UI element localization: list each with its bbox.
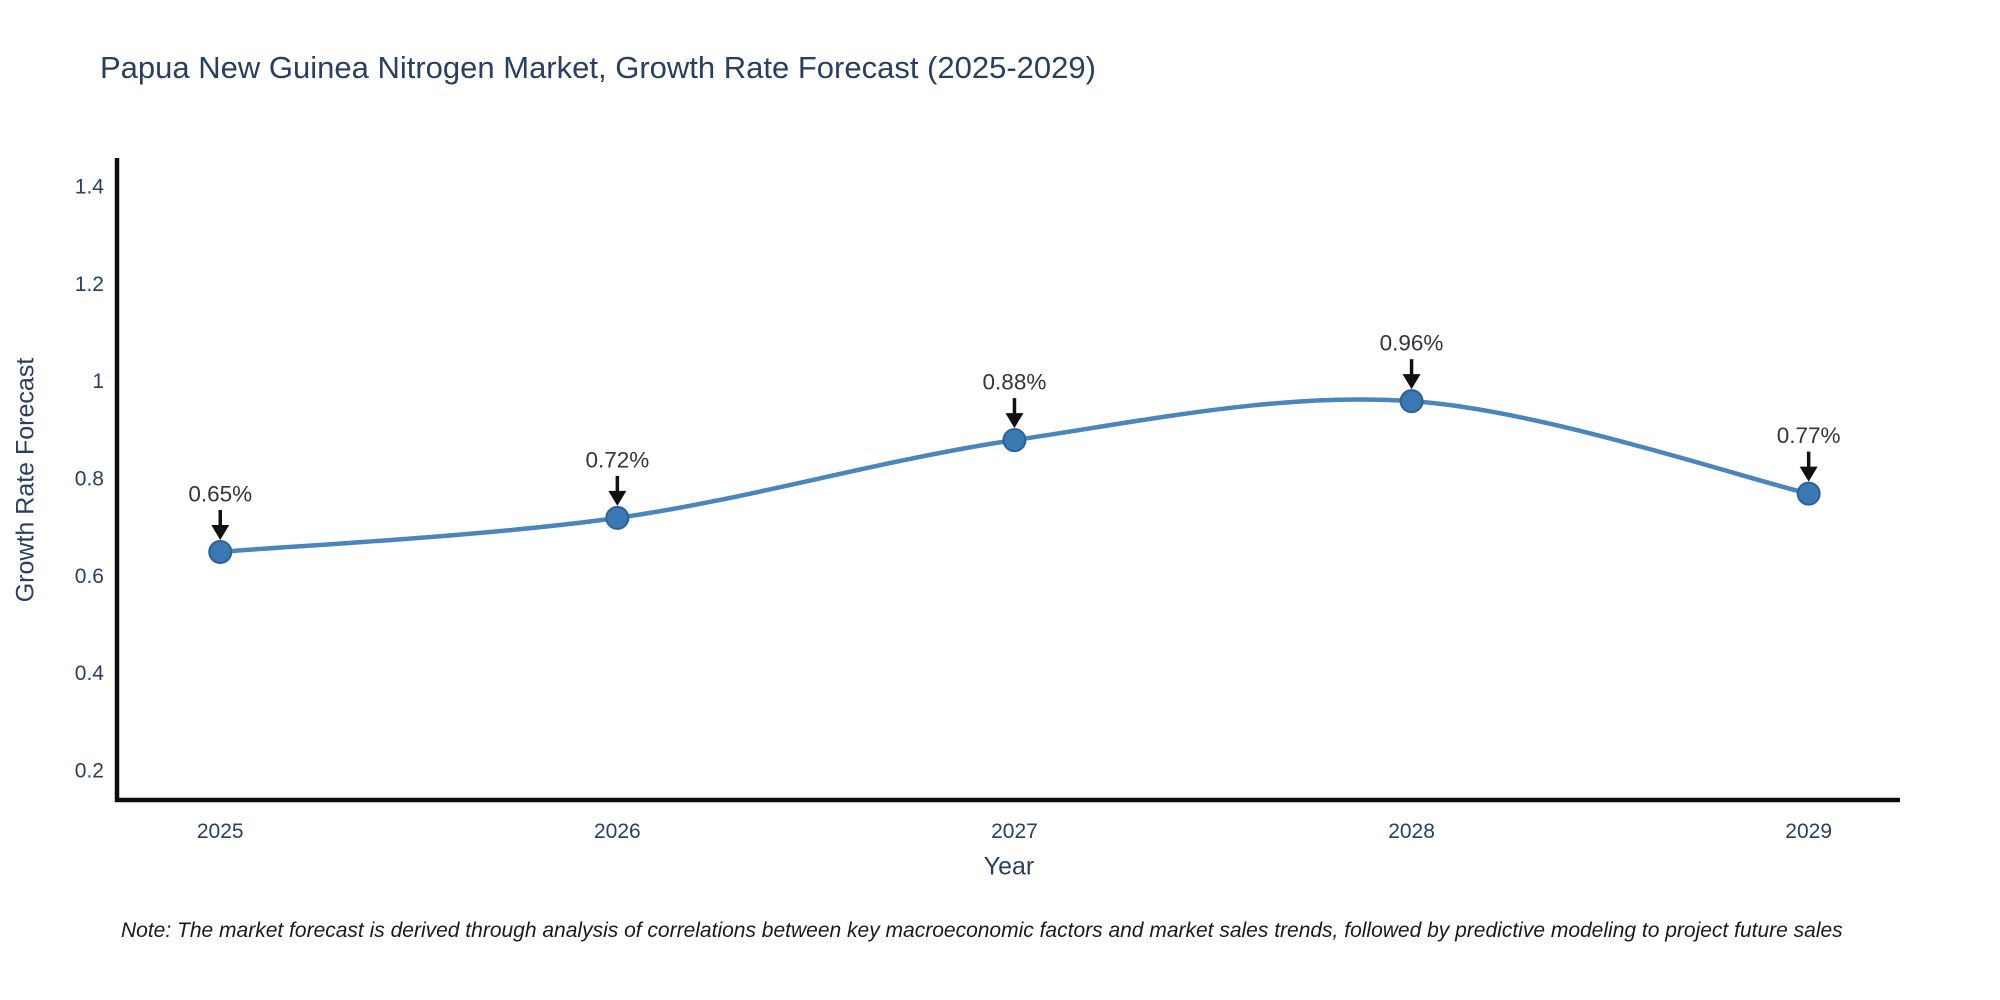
annotation-arrow-head	[608, 490, 627, 506]
y-tick-label: 0.4	[75, 662, 105, 685]
y-tick-label: 1.4	[75, 176, 105, 199]
data-point-marker[interactable]	[605, 505, 630, 530]
annotation-arrow-head	[211, 524, 230, 540]
y-tick-label: 0.2	[75, 759, 104, 782]
data-point-label: 0.72%	[585, 447, 649, 472]
footnote: Note: The market forecast is derived thr…	[121, 919, 1843, 942]
y-axis-title: Growth Rate Forecast	[11, 357, 40, 603]
data-point-marker[interactable]	[1002, 428, 1027, 453]
y-tick-label: 0.8	[75, 468, 104, 491]
data-point-marker[interactable]	[1796, 481, 1821, 506]
x-tick-label: 2028	[1388, 820, 1435, 843]
x-axis-title: Year	[983, 852, 1035, 881]
x-tick-label: 2029	[1785, 820, 1832, 843]
data-point-label: 0.96%	[1380, 331, 1444, 356]
data-point-marker[interactable]	[1399, 389, 1424, 414]
data-point-marker[interactable]	[208, 539, 233, 564]
data-point-label: 0.77%	[1777, 423, 1841, 448]
annotation-arrow-head	[1402, 374, 1421, 390]
annotation-arrow-head	[1799, 466, 1818, 482]
x-tick-label: 2026	[594, 820, 641, 843]
x-tick-label: 2025	[197, 820, 244, 843]
data-point-label: 0.65%	[188, 481, 252, 506]
data-point-label: 0.88%	[983, 370, 1047, 395]
y-tick-label: 1	[92, 370, 104, 393]
x-tick-label: 2027	[991, 820, 1038, 843]
chart-title: Papua New Guinea Nitrogen Market, Growth…	[100, 50, 1096, 85]
y-tick-label: 0.6	[75, 565, 104, 588]
annotation-arrow-head	[1005, 413, 1024, 429]
y-tick-label: 1.2	[75, 273, 104, 296]
